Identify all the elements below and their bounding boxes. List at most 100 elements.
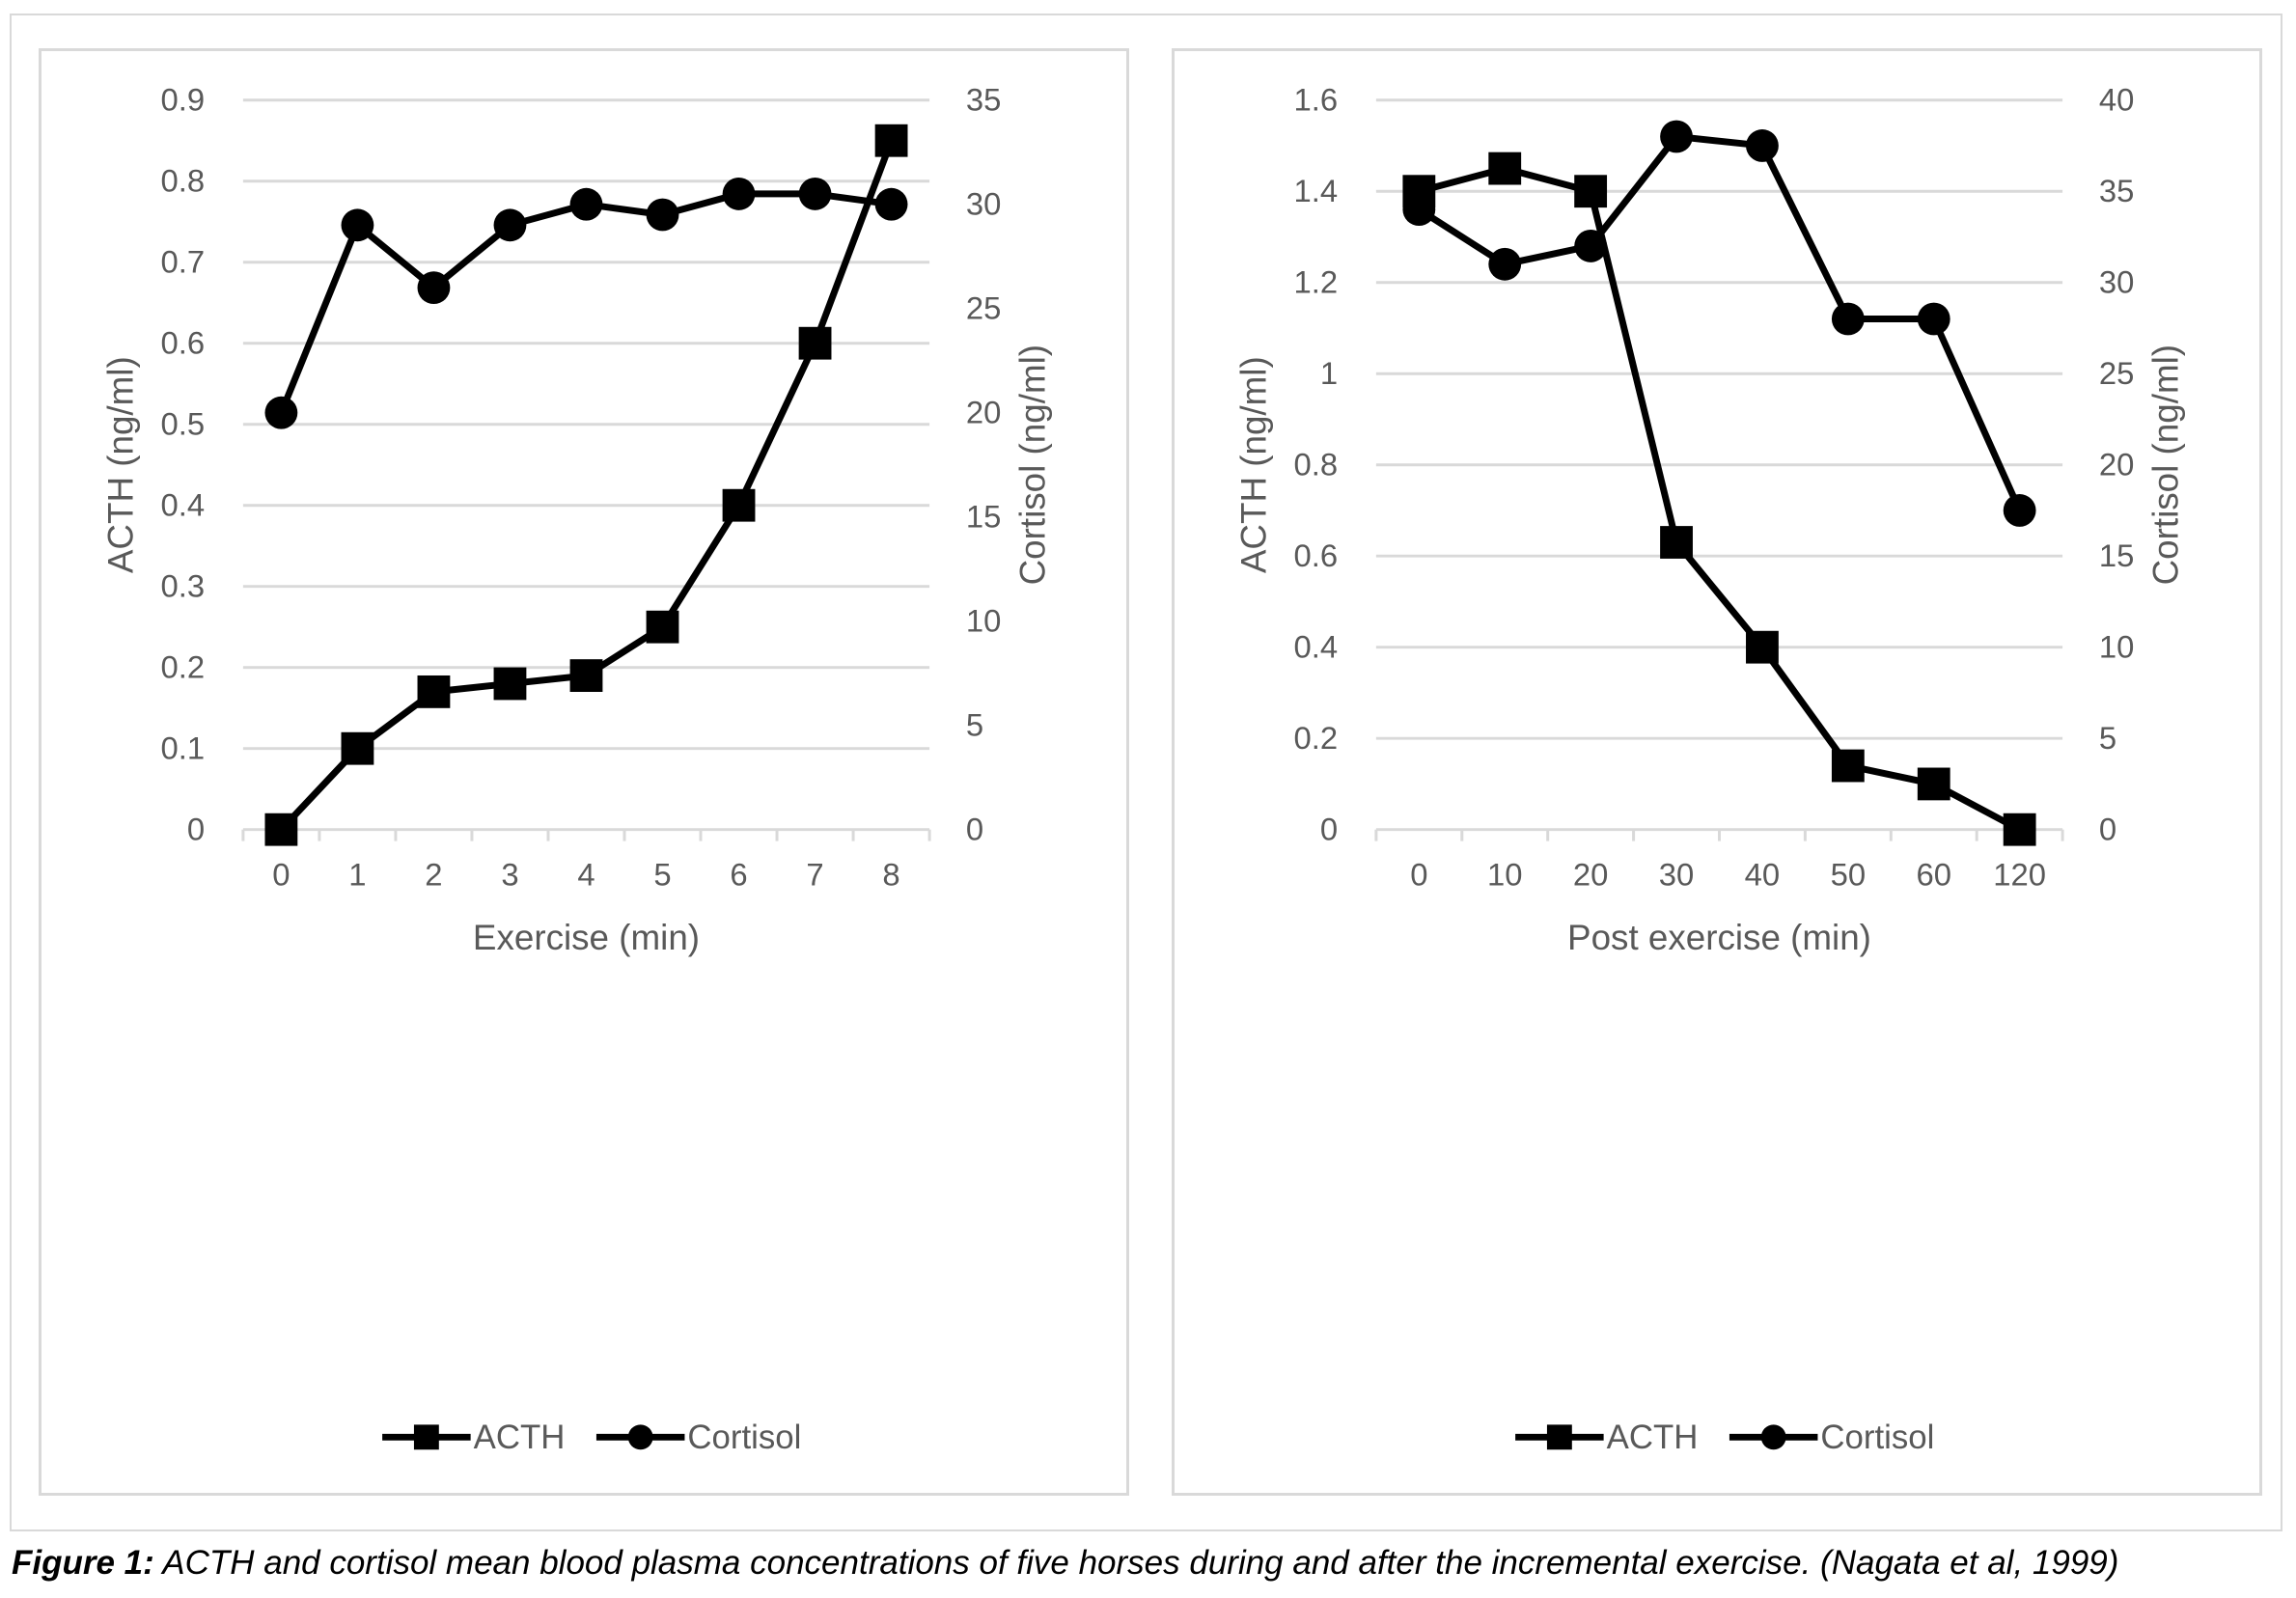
acth-point [646,610,679,644]
legend-cortisol-label: Cortisol [1820,1419,1934,1456]
acth-point [417,675,451,708]
acth-series-line [278,139,895,833]
x-tick-label: 1 [348,856,366,892]
y-tick-label: 0.1 [160,730,205,766]
acth-point [798,326,832,360]
y2-tick-label: 25 [2099,355,2135,391]
acth-point [1660,526,1693,559]
post-exercise-chart: 0 0.2 0.4 0.6 0.8 1 1.2 1.4 1.6 0 5 10 15 20 25 30 35 40 0… [1172,48,2262,1496]
legend-cortisol-marker [1760,1424,1786,1450]
figure-caption: Figure 1: ACTH and cortisol mean blood p… [12,1544,2118,1583]
cortisol-point [1402,193,1436,227]
cortisol-point [1574,230,1608,262]
legend-acth-label: ACTH [1607,1419,1699,1456]
y-tick-label: 0.4 [1293,629,1338,665]
y2-tick-label: 10 [2099,629,2135,665]
y-tick-label: 0.4 [160,487,205,523]
cortisol-point [874,187,908,221]
cortisol-point [1660,120,1693,153]
y-axis-title: ACTH (ng/ml) [1233,356,1273,573]
exercise-chart: 00.10.20.30.40.50.60.70.80.9051015202530… [39,48,1129,1496]
y2-tick-label: 20 [966,395,1002,430]
x-tick-label: 60 [1916,856,1951,892]
caption-text: ACTH and cortisol mean blood plasma conc… [153,1544,2119,1582]
cortisol-point [722,178,756,210]
y-tick-label: 1 [1320,355,1338,391]
y2-tick-label: 25 [966,290,1002,326]
y2-tick-label: 10 [966,603,1002,639]
y2-tick-label: 20 [2099,447,2135,482]
cortisol-point [2003,494,2036,527]
y-tick-label: 0.5 [160,406,205,442]
y-tick-label: 0.2 [160,649,205,685]
x-tick-label: 4 [577,856,595,892]
cortisol-point [417,271,451,305]
y2-tick-label: 30 [966,186,1002,222]
acth-point [1917,767,1950,801]
cortisol-point [798,178,832,210]
x-tick-label: 5 [653,856,671,892]
acth-point [1488,152,1522,185]
x-tick-label: 40 [1745,856,1781,892]
acth-point [569,659,603,692]
y-tick-label: 0 [1320,812,1338,847]
x-tick-label: 2 [425,856,442,892]
y2-axis-title: Cortisol (ng/ml) [2145,344,2185,585]
acth-point [341,731,374,765]
y2-tick-label: 35 [2099,173,2135,208]
y2-tick-label: 0 [2099,812,2116,847]
y2-axis-title: Cortisol (ng/ml) [1012,344,1052,585]
y-tick-label: 1.6 [1293,82,1338,118]
y2-tick-label: 5 [2099,720,2116,756]
y2-tick-label: 0 [966,812,983,847]
cortisol-point [264,396,298,429]
acth-point [493,667,527,701]
y-tick-label: 0 [187,812,205,847]
y-tick-label: 0.8 [160,163,205,199]
y-tick-label: 0.7 [160,244,205,280]
x-tick-label: 20 [1573,856,1609,892]
cortisol-point [1488,247,1522,281]
acth-point [722,488,756,522]
acth-point [874,124,908,157]
y-tick-label: 0.8 [1293,447,1338,482]
x-tick-label: 0 [272,856,290,892]
y2-tick-label: 35 [966,82,1002,118]
y-tick-label: 0.3 [160,568,205,604]
y-tick-label: 0.9 [160,82,205,118]
acth-point [264,813,298,846]
legend-acth-label: ACTH [474,1419,566,1456]
cortisol-point [1831,302,1865,336]
x-tick-label: 50 [1831,856,1867,892]
legend-cortisol-label: Cortisol [687,1419,801,1456]
acth-point [1831,749,1865,783]
x-axis-title: Exercise (min) [473,918,700,957]
caption-label: Figure 1: [12,1544,154,1582]
cortisol-point [646,198,679,232]
x-tick-label: 30 [1659,856,1695,892]
x-tick-label: 0 [1410,856,1427,892]
legend-cortisol-marker [627,1424,653,1450]
y-tick-label: 0.2 [1293,720,1338,756]
cortisol-point [569,187,603,221]
cortisol-point [341,208,374,242]
legend-acth-marker [1546,1424,1572,1450]
x-tick-label: 10 [1487,856,1523,892]
figure-frame [10,14,2282,1531]
x-tick-label: 8 [882,856,899,892]
x-axis-title: Post exercise (min) [1567,918,1871,957]
y2-tick-label: 15 [2099,537,2135,573]
acth-point [2003,813,2036,846]
y2-tick-label: 15 [966,499,1002,535]
cortisol-point [493,208,527,242]
acth-point [1574,175,1608,208]
x-tick-label: 6 [730,856,747,892]
y-tick-label: 0.6 [1293,537,1338,573]
y2-tick-label: 5 [966,707,983,743]
legend-acth-marker [413,1424,439,1450]
acth-point [1746,630,1779,664]
x-tick-label: 3 [501,856,518,892]
y-tick-label: 0.6 [160,325,205,361]
y2-tick-label: 40 [2099,82,2135,118]
y2-tick-label: 30 [2099,264,2135,300]
